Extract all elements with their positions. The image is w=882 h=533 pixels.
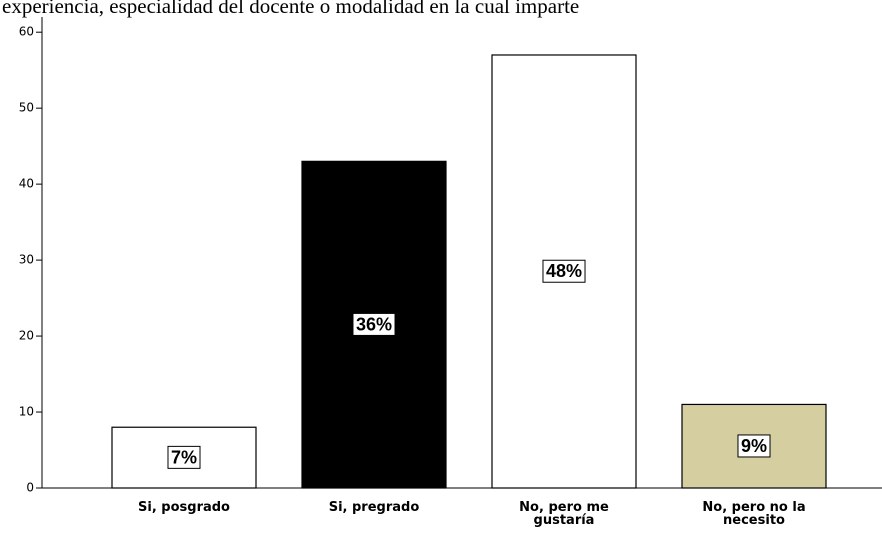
bar-label: 48% xyxy=(546,261,582,281)
x-tick-label-line: Si, posgrado xyxy=(138,500,230,515)
y-tick-label: 50 xyxy=(19,101,34,115)
y-tick-label: 30 xyxy=(19,253,34,267)
x-tick-label: Si, pregrado xyxy=(329,500,420,515)
bar-label-box xyxy=(167,445,201,469)
x-tick-label-line: Si, pregrado xyxy=(329,500,420,515)
y-tick-label: 40 xyxy=(19,177,34,191)
x-tick-label-line: necesito xyxy=(723,513,785,528)
bar-label: 7% xyxy=(171,447,197,467)
y-tick-label: 0 xyxy=(26,481,34,495)
x-tick-label-line: No, pero me xyxy=(519,500,609,515)
x-tick-label-line: gustaría xyxy=(534,513,595,528)
x-tick-label: No, pero no la necesito xyxy=(702,500,805,528)
x-tick-label-line: No, pero no la xyxy=(702,500,805,515)
y-tick-label: 20 xyxy=(19,329,34,343)
bar-label: 9% xyxy=(741,436,767,456)
chart-title: experiencia, especialidad del docente o … xyxy=(2,0,579,18)
x-tick-label: Si, posgrado xyxy=(138,500,230,515)
bar-label-box xyxy=(737,434,771,458)
bar-label-box xyxy=(542,259,586,283)
x-tick-label: No, pero me gustaría xyxy=(519,500,609,528)
bar-label: 36% xyxy=(356,314,392,334)
bar-label-box xyxy=(352,312,396,336)
y-tick-label: 60 xyxy=(19,25,34,39)
y-tick-label: 10 xyxy=(19,405,34,419)
